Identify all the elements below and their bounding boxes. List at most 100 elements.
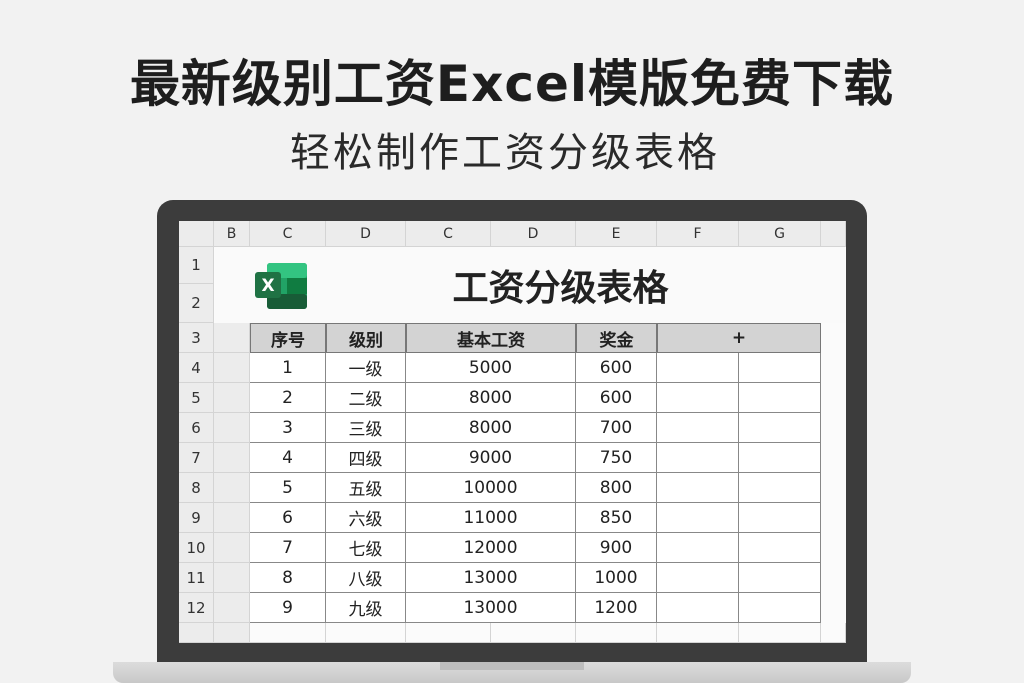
- cell[interactable]: [214, 383, 250, 413]
- table-cell[interactable]: 1: [250, 353, 326, 383]
- table-header[interactable]: 级别: [326, 323, 406, 353]
- row-header[interactable]: 5: [179, 383, 214, 413]
- table-cell[interactable]: 8000: [406, 413, 576, 443]
- cell[interactable]: [214, 623, 250, 643]
- table-cell[interactable]: 750: [576, 443, 657, 473]
- cell[interactable]: [214, 503, 250, 533]
- table-cell[interactable]: 700: [576, 413, 657, 443]
- cell[interactable]: [250, 623, 326, 643]
- table-cell[interactable]: [657, 413, 739, 443]
- table-cell[interactable]: [739, 593, 821, 623]
- cell[interactable]: [214, 533, 250, 563]
- table-cell[interactable]: 二级: [326, 383, 406, 413]
- cell[interactable]: [214, 563, 250, 593]
- table-cell[interactable]: 1000: [576, 563, 657, 593]
- column-header[interactable]: [821, 221, 846, 247]
- cell[interactable]: [821, 623, 846, 643]
- table-cell[interactable]: 2: [250, 383, 326, 413]
- table-cell[interactable]: [657, 473, 739, 503]
- table-cell[interactable]: 一级: [326, 353, 406, 383]
- table-cell[interactable]: 四级: [326, 443, 406, 473]
- table-header[interactable]: 基本工资: [406, 323, 576, 353]
- cell[interactable]: [406, 623, 491, 643]
- table-cell[interactable]: 6: [250, 503, 326, 533]
- cell[interactable]: [214, 353, 250, 383]
- table-cell[interactable]: [739, 413, 821, 443]
- row-header[interactable]: 9: [179, 503, 214, 533]
- table-cell[interactable]: 5: [250, 473, 326, 503]
- table-header[interactable]: 奖金: [576, 323, 657, 353]
- column-header[interactable]: B: [214, 221, 250, 247]
- cell[interactable]: [657, 623, 739, 643]
- table-cell[interactable]: [657, 443, 739, 473]
- cell[interactable]: [214, 413, 250, 443]
- cell[interactable]: [326, 623, 406, 643]
- table-cell[interactable]: [739, 353, 821, 383]
- table-cell[interactable]: 六级: [326, 503, 406, 533]
- table-cell[interactable]: 10000: [406, 473, 576, 503]
- cell[interactable]: [739, 623, 821, 643]
- column-header[interactable]: F: [657, 221, 739, 247]
- cell[interactable]: [576, 623, 657, 643]
- row-header[interactable]: 10: [179, 533, 214, 563]
- cell[interactable]: [214, 593, 250, 623]
- table-cell[interactable]: 9: [250, 593, 326, 623]
- table-cell[interactable]: [657, 353, 739, 383]
- row-header[interactable]: [179, 623, 214, 643]
- table-cell[interactable]: 8000: [406, 383, 576, 413]
- table-cell[interactable]: 9000: [406, 443, 576, 473]
- cell[interactable]: [214, 443, 250, 473]
- table-cell[interactable]: [657, 563, 739, 593]
- row-header[interactable]: 4: [179, 353, 214, 383]
- column-header[interactable]: D: [491, 221, 576, 247]
- table-cell[interactable]: 7: [250, 533, 326, 563]
- table-cell[interactable]: 13000: [406, 563, 576, 593]
- column-header[interactable]: E: [576, 221, 657, 247]
- table-cell[interactable]: 12000: [406, 533, 576, 563]
- table-cell[interactable]: 850: [576, 503, 657, 533]
- table-cell[interactable]: 600: [576, 383, 657, 413]
- table-cell[interactable]: 八级: [326, 563, 406, 593]
- row-header[interactable]: 1: [179, 247, 214, 284]
- row-header[interactable]: 11: [179, 563, 214, 593]
- table-cell[interactable]: 七级: [326, 533, 406, 563]
- table-header[interactable]: +: [657, 323, 821, 353]
- column-header[interactable]: C: [250, 221, 326, 247]
- table-cell[interactable]: 3: [250, 413, 326, 443]
- table-cell[interactable]: [739, 533, 821, 563]
- table-cell[interactable]: 4: [250, 443, 326, 473]
- table-cell[interactable]: 1200: [576, 593, 657, 623]
- row-header[interactable]: 6: [179, 413, 214, 443]
- table-cell[interactable]: 九级: [326, 593, 406, 623]
- row-header[interactable]: 12: [179, 593, 214, 623]
- table-cell[interactable]: 600: [576, 353, 657, 383]
- table-cell[interactable]: [739, 563, 821, 593]
- corner-cell[interactable]: [179, 221, 214, 247]
- table-cell[interactable]: [657, 593, 739, 623]
- table-header[interactable]: 序号: [250, 323, 326, 353]
- table-cell[interactable]: [657, 533, 739, 563]
- column-header[interactable]: G: [739, 221, 821, 247]
- table-cell[interactable]: 三级: [326, 413, 406, 443]
- table-cell[interactable]: [739, 503, 821, 533]
- table-cell[interactable]: 5000: [406, 353, 576, 383]
- row-header[interactable]: 7: [179, 443, 214, 473]
- table-cell[interactable]: 800: [576, 473, 657, 503]
- table-cell[interactable]: [739, 383, 821, 413]
- table-cell[interactable]: [739, 473, 821, 503]
- row-header[interactable]: 3: [179, 323, 214, 353]
- column-header[interactable]: C: [406, 221, 491, 247]
- table-cell[interactable]: [739, 443, 821, 473]
- row-header[interactable]: 2: [179, 284, 214, 323]
- table-cell[interactable]: [657, 503, 739, 533]
- table-cell[interactable]: 五级: [326, 473, 406, 503]
- cell[interactable]: [214, 473, 250, 503]
- table-cell[interactable]: [657, 383, 739, 413]
- row-header[interactable]: 8: [179, 473, 214, 503]
- cell[interactable]: [491, 623, 576, 643]
- table-cell[interactable]: 11000: [406, 503, 576, 533]
- cell[interactable]: [214, 323, 250, 353]
- table-cell[interactable]: 13000: [406, 593, 576, 623]
- table-cell[interactable]: 900: [576, 533, 657, 563]
- table-cell[interactable]: 8: [250, 563, 326, 593]
